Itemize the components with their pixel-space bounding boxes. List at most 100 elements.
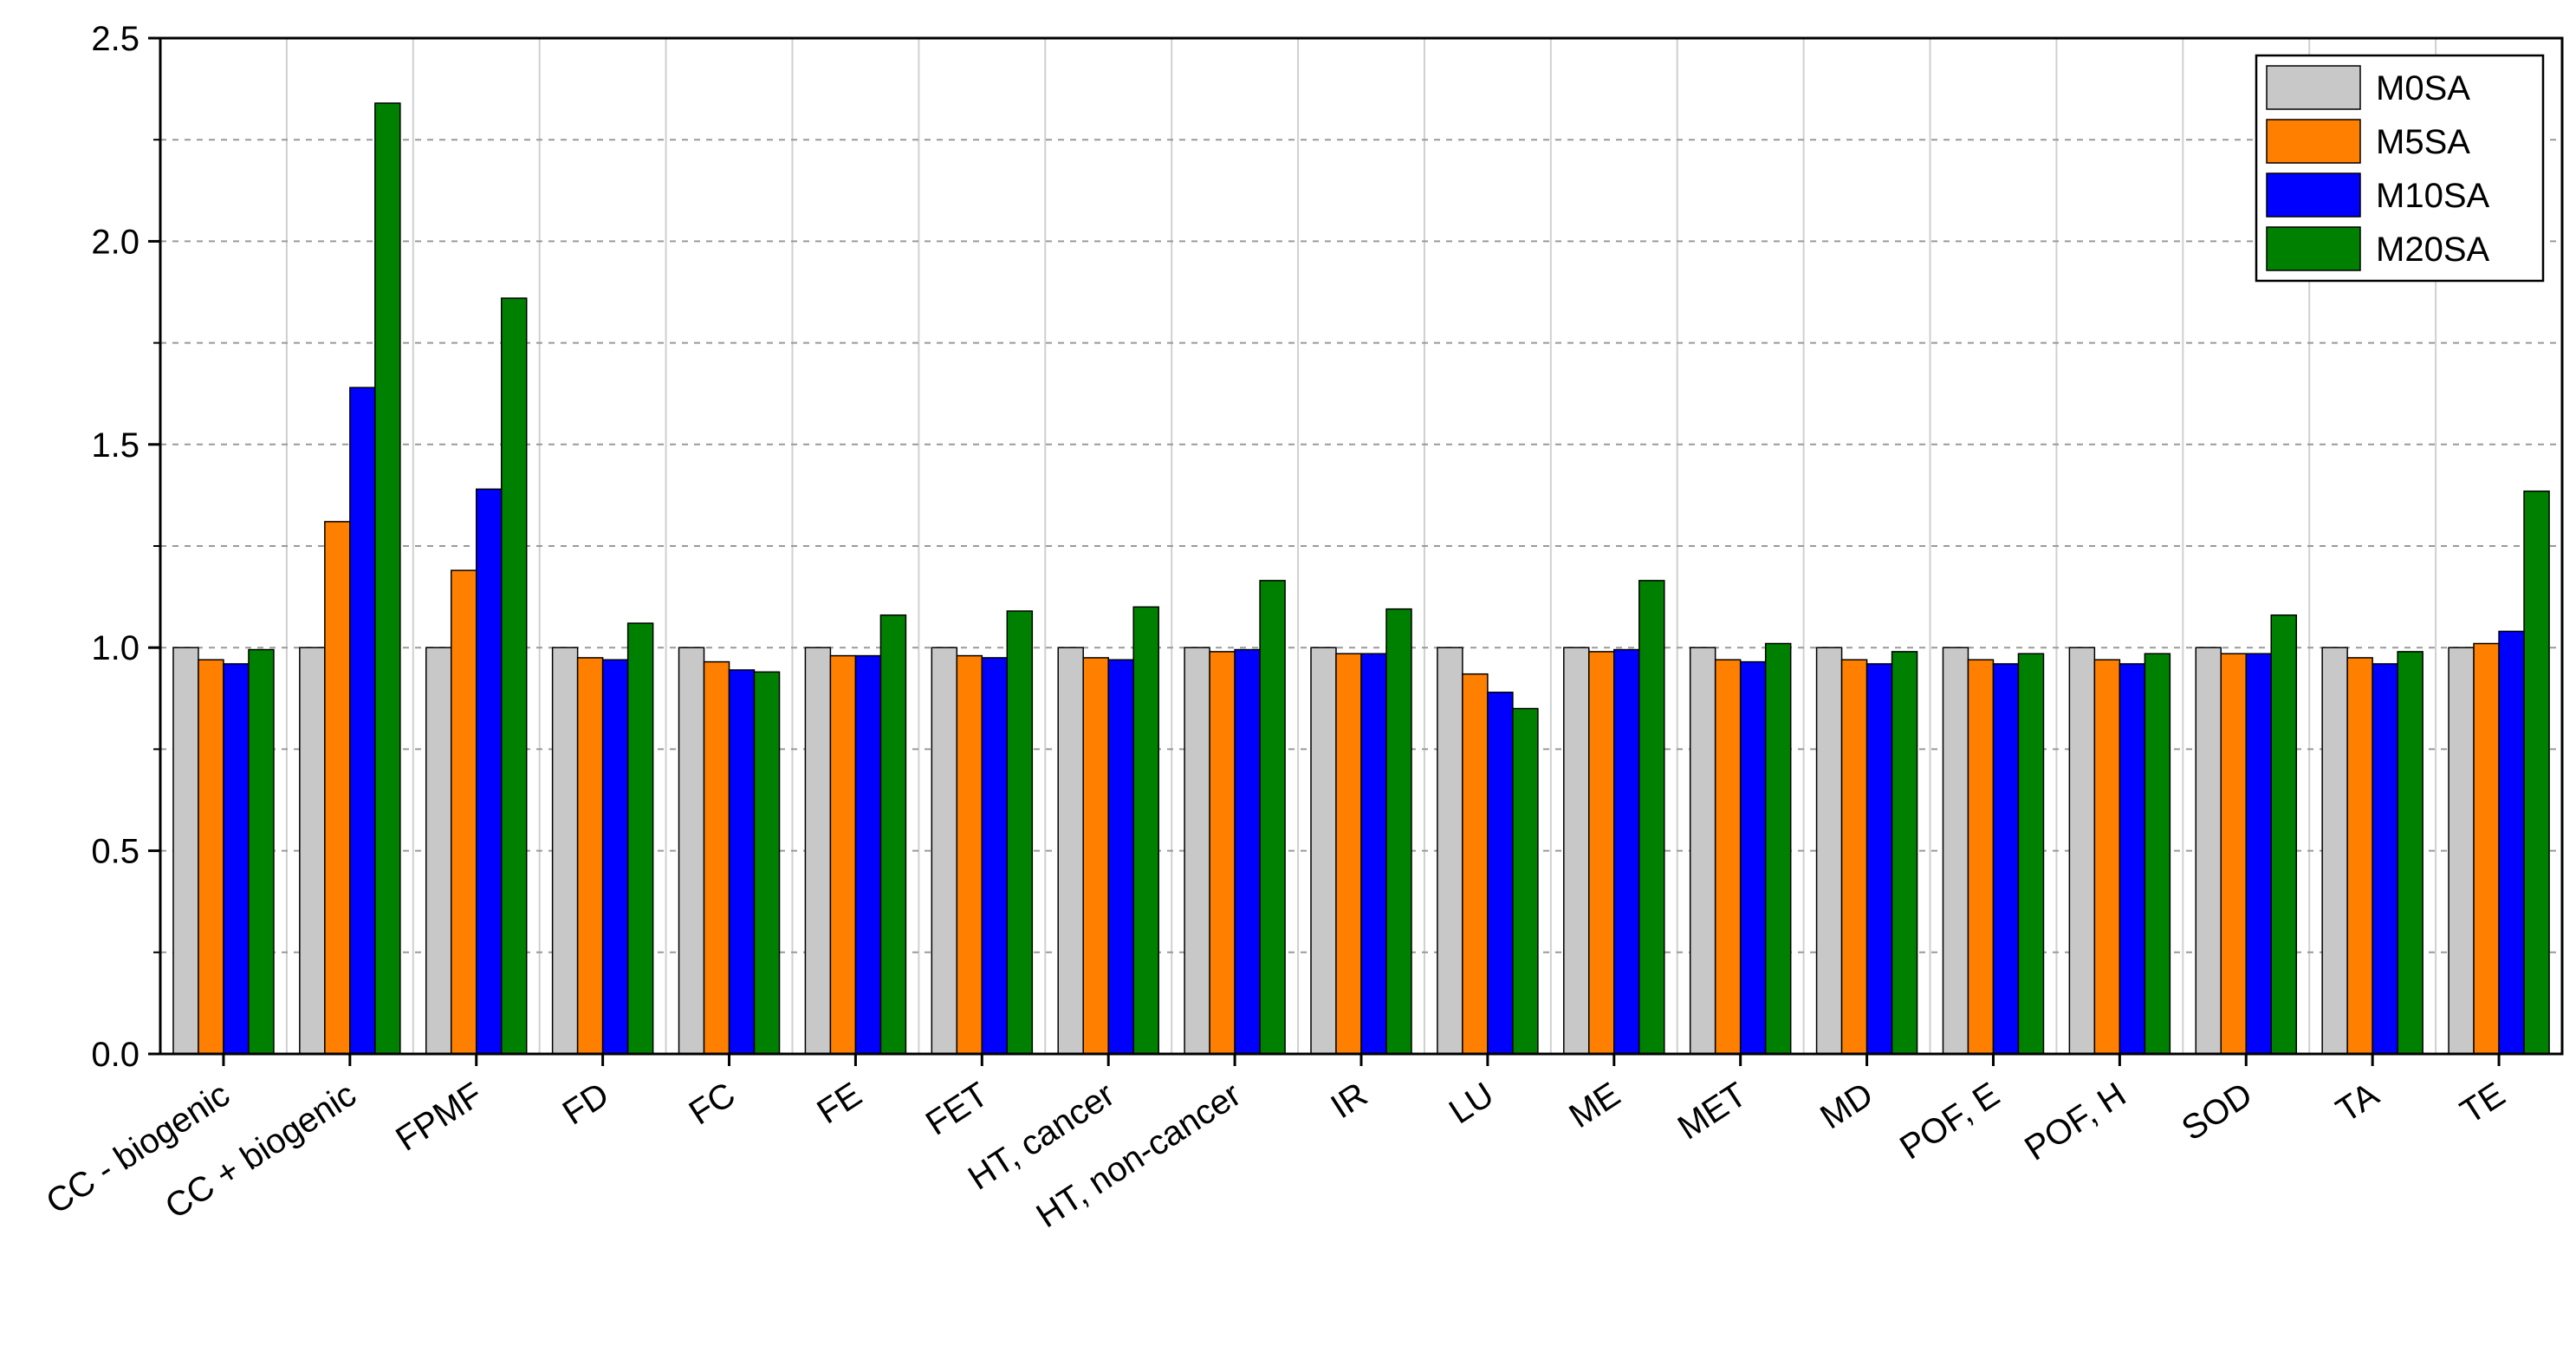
bar-m0sa-4 xyxy=(678,647,705,1055)
bar-m10sa-17 xyxy=(2372,663,2398,1055)
axes xyxy=(148,36,2564,1066)
bar-m5sa-17 xyxy=(2346,657,2373,1055)
bar-m10sa-0 xyxy=(223,663,250,1055)
bar-m20sa-12 xyxy=(1764,642,1792,1055)
category-label: POF, H xyxy=(2018,1076,2132,1168)
category-label: MD xyxy=(1814,1076,1879,1137)
bar-m0sa-16 xyxy=(2195,647,2222,1055)
bar-m0sa-2 xyxy=(425,647,452,1055)
legend-label-m5sa: M5SA xyxy=(2376,123,2470,161)
bar-m10sa-7 xyxy=(1107,659,1134,1055)
legend-swatch-m20sa xyxy=(2266,226,2361,271)
bar-m0sa-3 xyxy=(551,647,579,1055)
bar-m20sa-7 xyxy=(1132,606,1159,1055)
bar-m10sa-6 xyxy=(981,657,1009,1055)
bar-m0sa-15 xyxy=(2068,647,2096,1055)
category-label: TE xyxy=(2454,1076,2512,1132)
bar-m10sa-16 xyxy=(2245,653,2273,1055)
y-tick-labels: 0.0 0.5 1.0 1.5 2.0 2.5 xyxy=(91,20,140,1074)
category-label: TA xyxy=(2330,1075,2386,1129)
legend-label-m0sa: M0SA xyxy=(2376,69,2470,107)
bar-m20sa-11 xyxy=(1638,580,1665,1055)
bar-m5sa-6 xyxy=(956,654,983,1055)
category-label: FE xyxy=(810,1076,868,1132)
bar-m10sa-2 xyxy=(475,488,503,1055)
bar-m0sa-18 xyxy=(2448,647,2475,1055)
y-tick-label: 1.0 xyxy=(91,629,140,667)
bar-m5sa-18 xyxy=(2473,642,2500,1055)
legend-swatch-m10sa xyxy=(2266,172,2361,218)
bar-m0sa-6 xyxy=(931,647,958,1055)
category-label: IR xyxy=(1324,1076,1374,1127)
bar-m10sa-4 xyxy=(728,669,756,1055)
bar-m10sa-15 xyxy=(2119,663,2146,1055)
bar-m0sa-1 xyxy=(299,647,326,1055)
bar-m10sa-14 xyxy=(1992,663,2020,1055)
bar-m20sa-2 xyxy=(500,297,528,1055)
bar-m5sa-9 xyxy=(1335,653,1362,1055)
bar-m0sa-17 xyxy=(2321,647,2348,1055)
bar-m5sa-7 xyxy=(1082,657,1109,1055)
bar-m5sa-16 xyxy=(2220,653,2248,1055)
bar-m20sa-14 xyxy=(2017,653,2045,1055)
bar-m5sa-14 xyxy=(1967,659,1995,1055)
legend-swatch-m5sa xyxy=(2266,119,2361,164)
bar-m10sa-8 xyxy=(1234,648,1261,1055)
bar-m0sa-13 xyxy=(1815,647,1843,1055)
bar-m20sa-8 xyxy=(1259,580,1286,1055)
bar-m20sa-10 xyxy=(1512,707,1539,1055)
bar-m5sa-4 xyxy=(703,660,730,1055)
bar-m10sa-11 xyxy=(1613,648,1640,1055)
category-label: FC xyxy=(683,1076,743,1133)
legend: M0SA M5SA M10SA M20SA xyxy=(2255,54,2545,283)
bar-m0sa-12 xyxy=(1689,647,1716,1055)
bar-m5sa-11 xyxy=(1588,651,1615,1055)
legend-label-m10sa: M10SA xyxy=(2376,177,2489,215)
bar-m5sa-8 xyxy=(1209,651,1236,1055)
gridlines xyxy=(160,38,2562,1054)
bar-m0sa-7 xyxy=(1057,647,1084,1055)
category-label: FET xyxy=(919,1076,995,1143)
bar-m5sa-10 xyxy=(1462,673,1489,1055)
bar-m5sa-5 xyxy=(829,654,857,1055)
bar-m0sa-5 xyxy=(804,647,832,1055)
bar-m20sa-6 xyxy=(1006,610,1034,1055)
bars xyxy=(172,102,2550,1055)
bar-m20sa-4 xyxy=(753,671,781,1055)
bar-m0sa-11 xyxy=(1563,647,1590,1055)
bar-m10sa-3 xyxy=(601,659,629,1055)
bar-m5sa-13 xyxy=(1840,659,1868,1055)
y-tick-label: 1.5 xyxy=(91,426,140,465)
y-tick-label: 0.5 xyxy=(91,833,140,871)
bar-m5sa-1 xyxy=(324,521,351,1055)
y-tick-label: 2.5 xyxy=(91,20,140,58)
bar-m5sa-3 xyxy=(576,657,604,1055)
bar-m5sa-0 xyxy=(198,659,224,1055)
bar-m10sa-9 xyxy=(1360,653,1387,1055)
bar-m20sa-16 xyxy=(2270,614,2298,1055)
bar-m20sa-18 xyxy=(2523,490,2550,1055)
bar-m5sa-12 xyxy=(1714,659,1742,1055)
y-tick-label: 2.0 xyxy=(91,223,140,261)
bar-m20sa-9 xyxy=(1385,608,1412,1055)
bar-m20sa-0 xyxy=(248,648,275,1055)
bar-m20sa-15 xyxy=(2144,653,2171,1055)
bar-m0sa-9 xyxy=(1310,647,1337,1055)
bar-m10sa-10 xyxy=(1487,692,1514,1055)
bar-m5sa-15 xyxy=(2093,659,2121,1055)
bar-m0sa-10 xyxy=(1437,647,1463,1055)
bar-m10sa-13 xyxy=(1865,663,1893,1055)
bar-m20sa-3 xyxy=(626,622,654,1055)
category-label: FPMF xyxy=(389,1076,489,1159)
category-label: LU xyxy=(1443,1076,1501,1132)
bar-m10sa-12 xyxy=(1739,660,1767,1055)
bar-m10sa-18 xyxy=(2498,630,2525,1055)
bar-m20sa-17 xyxy=(2397,651,2424,1055)
category-label: FD xyxy=(556,1076,616,1133)
bar-m10sa-5 xyxy=(854,654,882,1055)
bar-m0sa-0 xyxy=(172,647,199,1055)
bar-m20sa-1 xyxy=(374,102,401,1055)
